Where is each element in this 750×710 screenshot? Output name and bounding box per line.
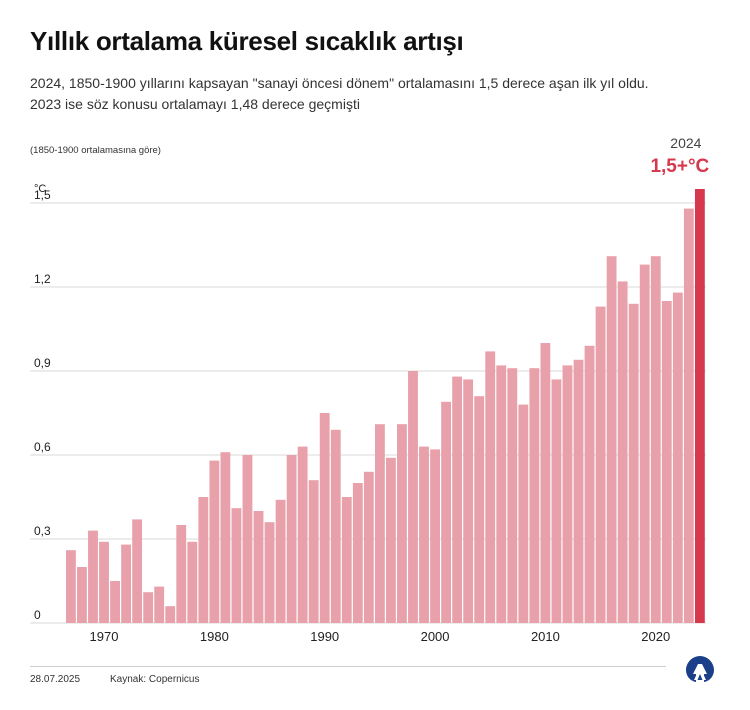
subtitle-line-2: 2023 ise söz konusu ortalamayı 1,48 dere…: [30, 96, 360, 112]
bar: [220, 452, 231, 623]
bar: [176, 525, 187, 623]
x-tick-label: 2020: [641, 629, 670, 644]
bar: [485, 351, 496, 623]
bar: [121, 544, 131, 623]
bar: [330, 429, 341, 623]
footer-divider: [30, 666, 666, 667]
bar: [584, 345, 595, 623]
bar: [518, 404, 529, 623]
highlight-year-label: 2024: [670, 135, 701, 151]
bar: [551, 379, 562, 623]
bar: [154, 586, 165, 623]
bar: [275, 499, 286, 623]
bar: [639, 264, 650, 623]
y-tick-label: 0: [34, 608, 41, 622]
bar: [253, 511, 264, 623]
bar: [672, 292, 683, 623]
bar: [463, 379, 474, 623]
bar: [77, 567, 87, 623]
bar: [352, 483, 363, 623]
bar: [286, 455, 297, 623]
bar: [540, 343, 551, 623]
bar: [88, 530, 98, 623]
y-unit-label: °C: [34, 183, 46, 195]
bar: [474, 396, 485, 623]
bar: [661, 301, 672, 623]
bar: [165, 606, 176, 623]
bar: [562, 365, 573, 623]
x-tick-label: 1970: [90, 629, 119, 644]
bar: [374, 424, 385, 623]
bar: [341, 497, 352, 623]
bar: [397, 424, 407, 623]
bar: [441, 401, 451, 623]
bar: [628, 303, 639, 623]
aa-logo-icon: [684, 655, 716, 683]
bar: [297, 446, 308, 623]
bar: [132, 519, 143, 623]
bar: [99, 541, 109, 623]
bar: [198, 497, 209, 623]
subtitle: 2024, 1850-1900 yıllarını kapsayan "sana…: [30, 73, 730, 115]
bar: [319, 413, 330, 623]
bar: [264, 522, 275, 623]
bar: [209, 460, 220, 623]
footer-date: 28.07.2025: [30, 674, 81, 685]
page-title: Yıllık ortalama küresel sıcaklık artışı: [30, 26, 464, 56]
y-tick-label: 0,6: [34, 440, 51, 454]
bar: [419, 446, 429, 623]
bar: [66, 550, 76, 623]
y-tick-label: 0,9: [34, 356, 51, 370]
chart-note: (1850-1900 ortalamasına göre): [30, 145, 161, 156]
bar: [308, 480, 319, 623]
bar: [496, 365, 507, 623]
y-tick-label: 1,2: [34, 272, 51, 286]
x-tick-label: 2010: [531, 629, 560, 644]
bar: [363, 471, 374, 623]
x-tick-label: 2000: [421, 629, 450, 644]
bar: [529, 368, 540, 623]
bar: [507, 368, 518, 623]
bar: [606, 256, 617, 623]
bar: [408, 371, 418, 623]
subtitle-line-1: 2024, 1850-1900 yıllarını kapsayan "sana…: [30, 75, 649, 91]
bar: [573, 359, 584, 623]
footer-source: Kaynak: Copernicus: [110, 674, 200, 685]
bar: [231, 508, 242, 623]
bar: [430, 449, 440, 623]
y-tick-label: 1,5: [34, 188, 51, 202]
x-tick-label: 1990: [310, 629, 339, 644]
bar: [683, 208, 694, 623]
bar: [617, 281, 628, 623]
y-tick-label: 0,3: [34, 524, 51, 538]
bar: [187, 541, 198, 623]
bar: [143, 592, 154, 623]
highlight-value-label: 1,5+°C: [650, 156, 709, 177]
bar: [452, 376, 463, 623]
bar: [242, 455, 253, 623]
bar-highlight: [694, 189, 705, 623]
bar: [650, 256, 661, 623]
x-tick-label: 1980: [200, 629, 229, 644]
bar: [595, 306, 606, 623]
bar: [386, 457, 396, 623]
bar: [110, 581, 120, 623]
